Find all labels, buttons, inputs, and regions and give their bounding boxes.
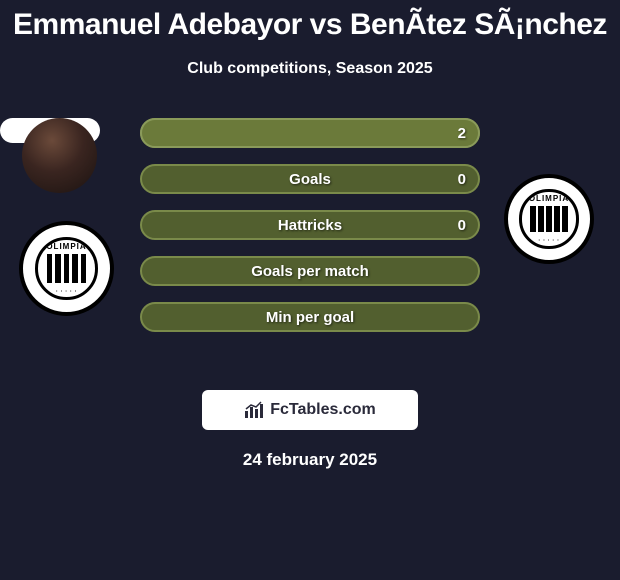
stat-value-right: 0 <box>458 217 466 234</box>
club-badge-left: OLIMPIA · · · · · <box>19 221 114 316</box>
comparison-card: Emmanuel Adebayor vs BenÃ­tez SÃ¡nchez C… <box>0 0 620 470</box>
stat-fill-right <box>140 118 480 148</box>
stat-value-right: 0 <box>458 171 466 188</box>
branding-text: FcTables.com <box>270 401 376 419</box>
chart-icon <box>244 401 266 419</box>
branding-badge: FcTables.com <box>202 390 418 430</box>
club-name-top: OLIMPIA <box>46 242 86 251</box>
club-badge-right-inner: OLIMPIA · · · · · <box>519 189 578 248</box>
club-name-bottom: · · · · · <box>56 289 77 295</box>
stat-row: Min per goal <box>140 302 480 332</box>
stat-label: Min per goal <box>266 309 354 326</box>
stat-bars: Matches2 Goals 0 Hattricks 0 Goals per match M… <box>140 118 480 348</box>
club-badge-right: OLIMPIA · · · · · <box>504 174 594 264</box>
stat-label: Goals <box>289 171 331 188</box>
club-name-bottom: · · · · · <box>538 238 559 244</box>
stat-row: Goals 0 <box>140 164 480 194</box>
main-area: OLIMPIA · · · · · OLIMPIA · · · · · Matc… <box>0 118 620 378</box>
stat-row: Goals per match <box>140 256 480 286</box>
stat-value-right: 2 <box>458 125 466 142</box>
club-name-top: OLIMPIA <box>529 194 569 203</box>
stat-label: Hattricks <box>278 217 342 234</box>
player-left-avatar <box>22 118 97 193</box>
club-stripes-icon <box>47 254 87 282</box>
stat-row: Matches2 <box>140 118 480 148</box>
subtitle: Club competitions, Season 2025 <box>0 60 620 78</box>
page-title: Emmanuel Adebayor vs BenÃ­tez SÃ¡nchez <box>0 0 620 42</box>
date-label: 24 february 2025 <box>0 450 620 470</box>
club-badge-left-inner: OLIMPIA · · · · · <box>35 237 98 300</box>
stat-row: Hattricks 0 <box>140 210 480 240</box>
stat-label: Goals per match <box>251 263 369 280</box>
club-stripes-icon <box>530 206 567 233</box>
